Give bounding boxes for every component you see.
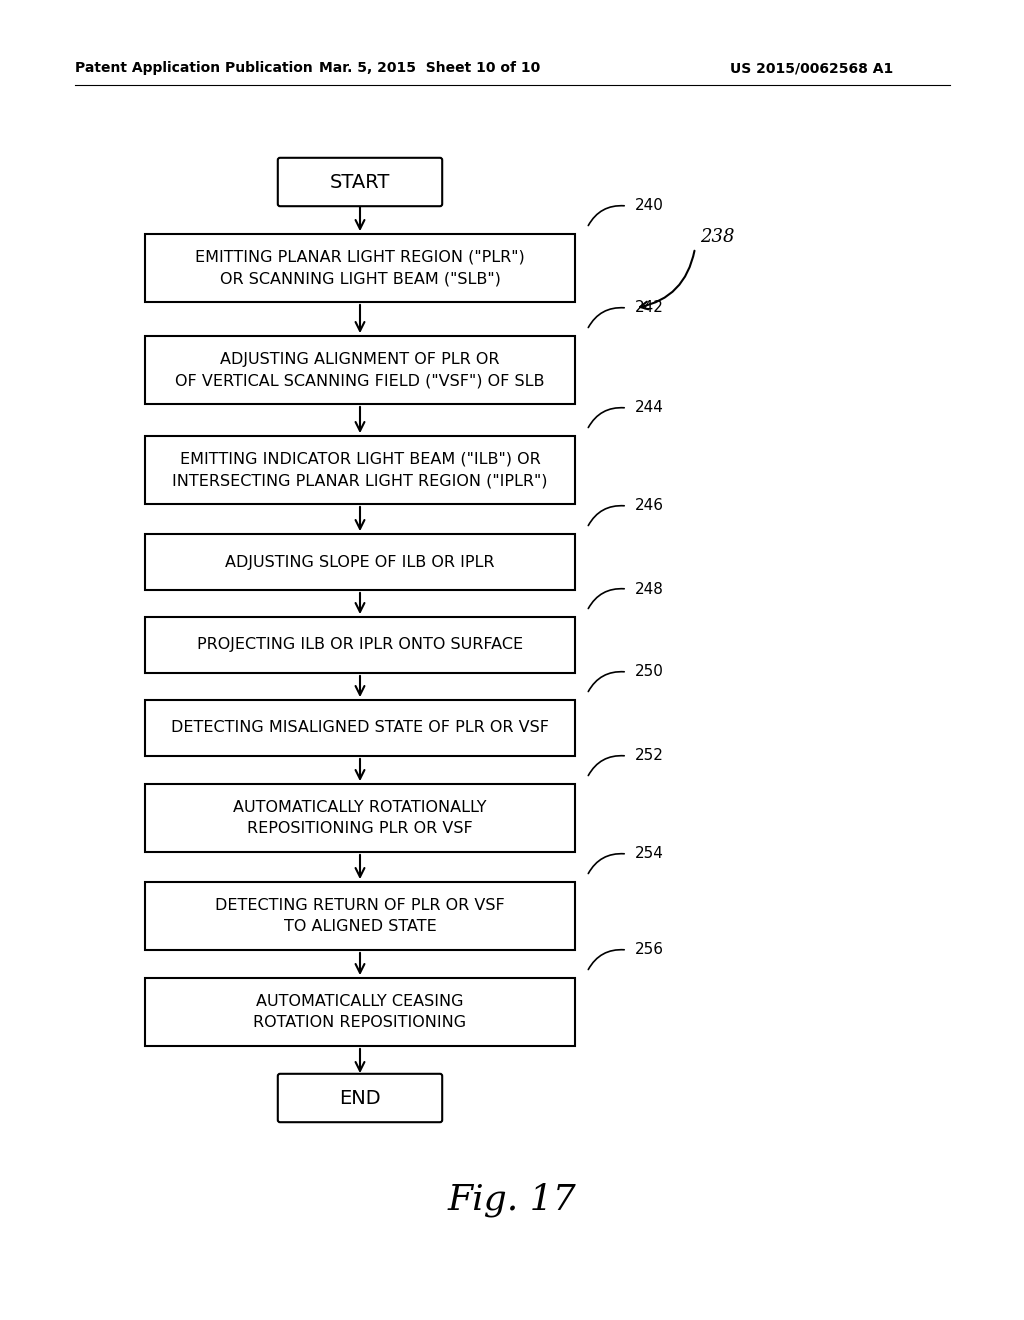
Text: 254: 254 — [635, 846, 664, 862]
FancyBboxPatch shape — [278, 1073, 442, 1122]
Bar — [145, 784, 575, 851]
Text: 242: 242 — [635, 301, 664, 315]
Bar — [145, 234, 575, 302]
Text: AUTOMATICALLY CEASING
ROTATION REPOSITIONING: AUTOMATICALLY CEASING ROTATION REPOSITIO… — [253, 994, 467, 1030]
Text: ADJUSTING ALIGNMENT OF PLR OR
OF VERTICAL SCANNING FIELD ("VSF") OF SLB: ADJUSTING ALIGNMENT OF PLR OR OF VERTICA… — [175, 352, 545, 388]
Text: EMITTING INDICATOR LIGHT BEAM ("ILB") OR
INTERSECTING PLANAR LIGHT REGION ("IPLR: EMITTING INDICATOR LIGHT BEAM ("ILB") OR… — [172, 451, 548, 488]
Bar — [145, 616, 575, 673]
Bar — [145, 700, 575, 756]
Text: 248: 248 — [635, 582, 664, 597]
Text: ADJUSTING SLOPE OF ILB OR IPLR: ADJUSTING SLOPE OF ILB OR IPLR — [225, 554, 495, 569]
Text: DETECTING MISALIGNED STATE OF PLR OR VSF: DETECTING MISALIGNED STATE OF PLR OR VSF — [171, 721, 549, 735]
FancyBboxPatch shape — [278, 158, 442, 206]
Text: 244: 244 — [635, 400, 664, 416]
Text: 252: 252 — [635, 748, 664, 763]
Text: Patent Application Publication: Patent Application Publication — [75, 61, 312, 75]
Text: Fig. 17: Fig. 17 — [447, 1183, 577, 1217]
Text: 256: 256 — [635, 942, 664, 957]
Text: 238: 238 — [700, 228, 734, 246]
Text: END: END — [339, 1089, 381, 1107]
Text: START: START — [330, 173, 390, 191]
Bar — [145, 978, 575, 1045]
Bar — [145, 535, 575, 590]
Text: Mar. 5, 2015  Sheet 10 of 10: Mar. 5, 2015 Sheet 10 of 10 — [319, 61, 541, 75]
Text: AUTOMATICALLY ROTATIONALLY
REPOSITIONING PLR OR VSF: AUTOMATICALLY ROTATIONALLY REPOSITIONING… — [233, 800, 486, 836]
Text: EMITTING PLANAR LIGHT REGION ("PLR")
OR SCANNING LIGHT BEAM ("SLB"): EMITTING PLANAR LIGHT REGION ("PLR") OR … — [196, 249, 525, 286]
Bar — [145, 882, 575, 950]
Text: DETECTING RETURN OF PLR OR VSF
TO ALIGNED STATE: DETECTING RETURN OF PLR OR VSF TO ALIGNE… — [215, 898, 505, 935]
Text: 246: 246 — [635, 499, 664, 513]
Text: PROJECTING ILB OR IPLR ONTO SURFACE: PROJECTING ILB OR IPLR ONTO SURFACE — [197, 638, 523, 652]
Text: 240: 240 — [635, 198, 664, 214]
Text: 250: 250 — [635, 664, 664, 680]
Bar — [145, 436, 575, 504]
Text: US 2015/0062568 A1: US 2015/0062568 A1 — [730, 61, 893, 75]
Bar — [145, 337, 575, 404]
